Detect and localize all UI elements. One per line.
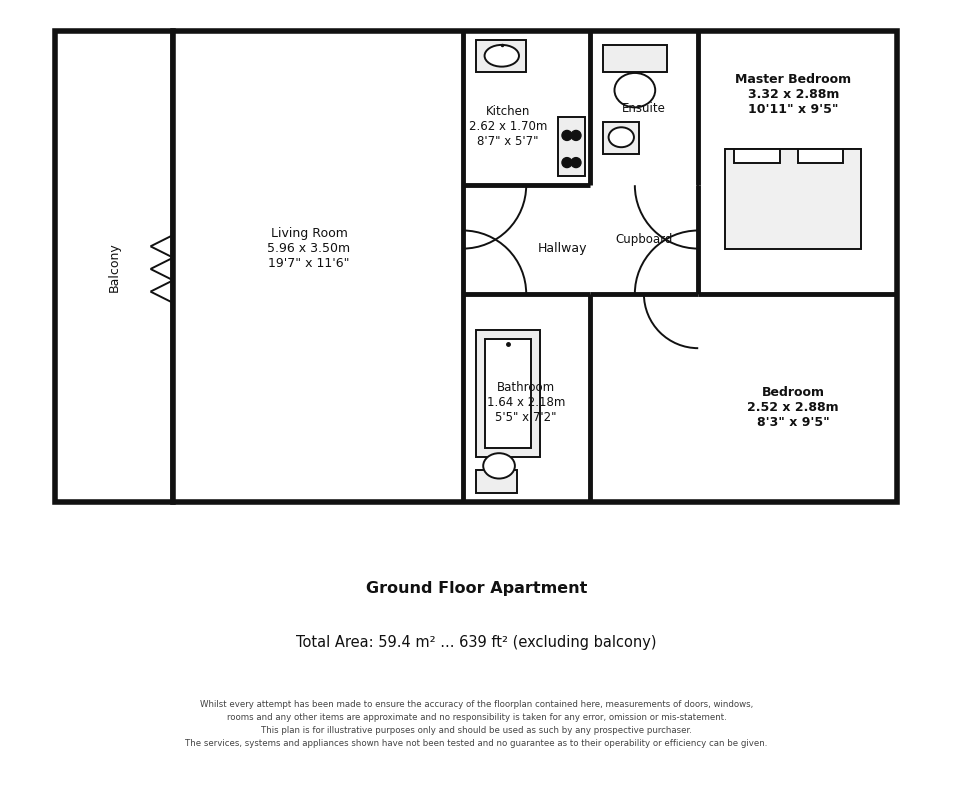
Text: Master Bedroom
3.32 x 2.88m
10'11" x 9'5": Master Bedroom 3.32 x 2.88m 10'11" x 9'5… (735, 73, 852, 116)
Circle shape (571, 130, 581, 140)
Bar (476, 330, 540, 456)
Bar (485, 339, 531, 448)
Text: Total Area: 59.4 m² ... 639 ft² (excluding balcony): Total Area: 59.4 m² ... 639 ft² (excludi… (296, 635, 657, 650)
Text: Bathroom
1.64 x 2.18m
5'5" x 7'2": Bathroom 1.64 x 2.18m 5'5" x 7'2" (487, 381, 565, 424)
Text: Ground Floor Apartment: Ground Floor Apartment (366, 580, 587, 596)
Bar (798, 149, 843, 163)
Text: westcoast: westcoast (306, 262, 457, 289)
Bar (173, 31, 898, 502)
Text: Hallway: Hallway (538, 242, 587, 255)
Text: Bedroom
2.52 x 2.88m
8'3" x 9'5": Bedroom 2.52 x 2.88m 8'3" x 9'5" (748, 386, 839, 428)
Circle shape (562, 130, 572, 140)
Ellipse shape (484, 45, 519, 67)
Circle shape (571, 158, 581, 167)
Text: Cupboard: Cupboard (615, 233, 672, 246)
Circle shape (562, 158, 572, 167)
Bar (603, 45, 666, 72)
Ellipse shape (609, 127, 634, 147)
Ellipse shape (614, 73, 656, 107)
Bar (725, 149, 861, 249)
Text: P R O P E R T I E S: P R O P E R T I E S (444, 321, 536, 330)
Bar (603, 122, 639, 154)
Circle shape (146, 104, 544, 502)
Bar (56, 31, 173, 502)
Bar (476, 470, 517, 493)
Text: Living Room
5.96 x 3.50m
19'7" x 11'6": Living Room 5.96 x 3.50m 19'7" x 11'6" (268, 227, 351, 270)
Text: Whilst every attempt has been made to ensure the accuracy of the floorplan conta: Whilst every attempt has been made to en… (185, 700, 767, 748)
Text: Ensuite: Ensuite (622, 101, 665, 115)
Text: Balcony: Balcony (108, 242, 121, 291)
Bar (476, 40, 526, 72)
Text: Kitchen
2.62 x 1.70m
8'7" x 5'7": Kitchen 2.62 x 1.70m 8'7" x 5'7" (468, 105, 547, 148)
Bar (558, 118, 585, 176)
Ellipse shape (483, 453, 514, 478)
Bar (734, 149, 780, 163)
